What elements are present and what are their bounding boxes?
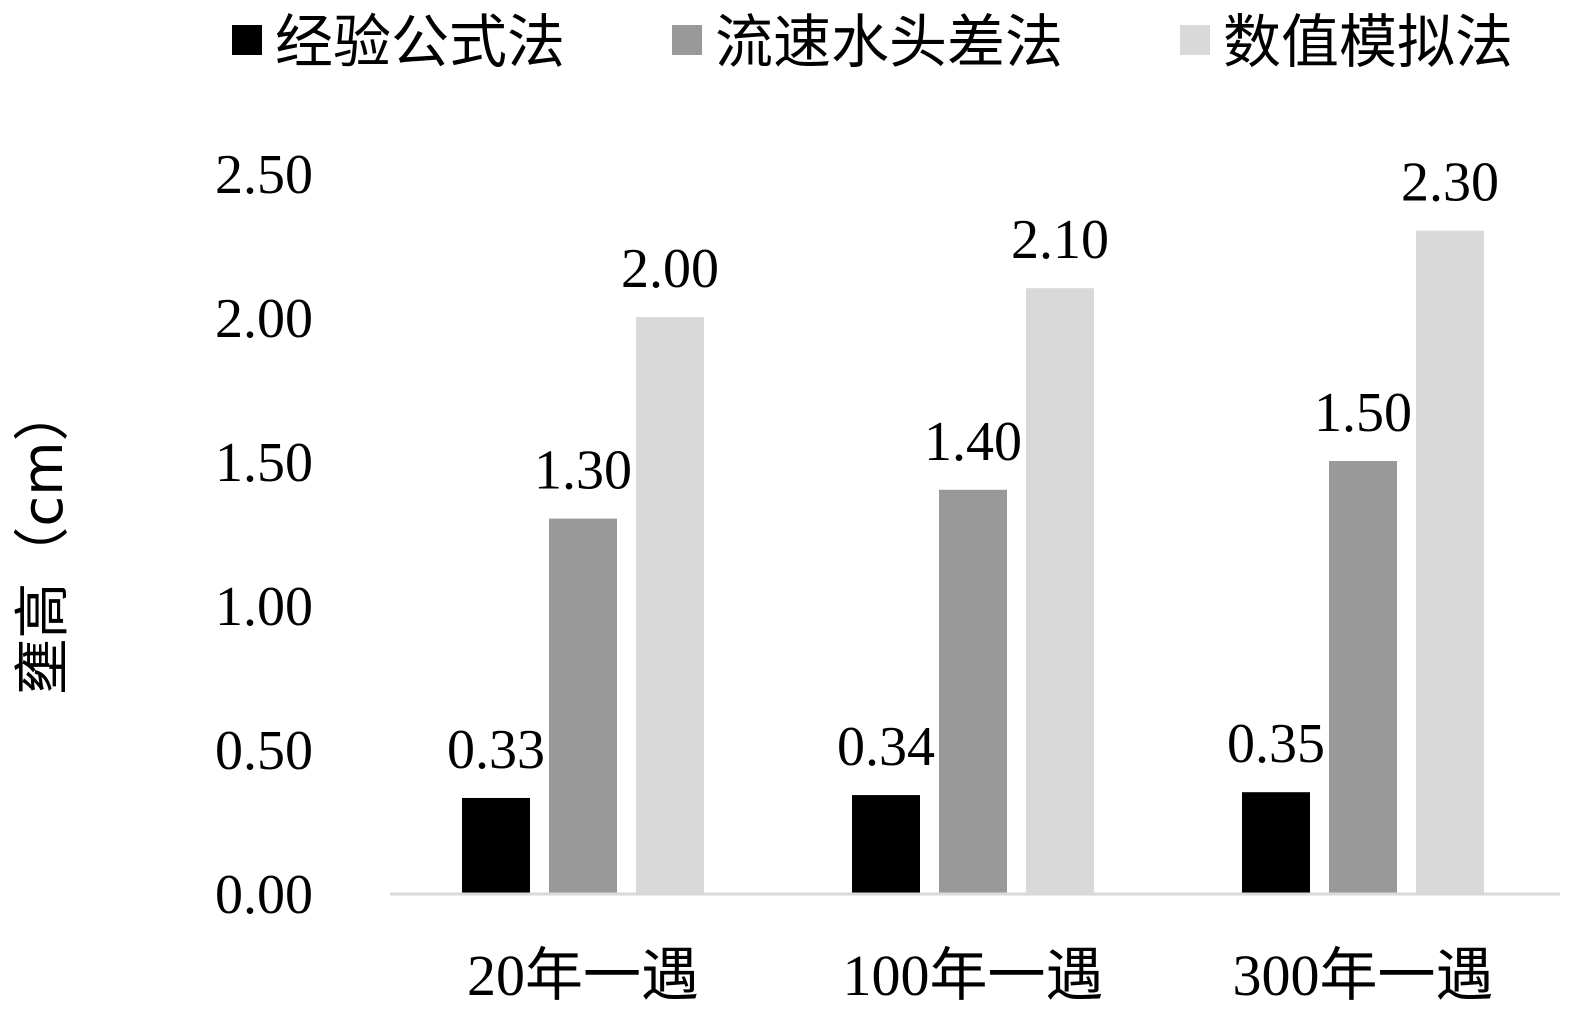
data-label: 1.30 [534, 440, 632, 502]
y-axis-ticks: 0.00 0.50 1.00 1.50 2.00 2.50 [215, 144, 313, 926]
y-tick-label: 2.00 [215, 288, 313, 350]
bar-2-3 [1329, 461, 1397, 893]
x-category-label: 300年一遇 [1232, 943, 1493, 1008]
bar-3-2 [1026, 288, 1094, 893]
y-tick-label: 0.50 [215, 720, 313, 782]
bar-2-2 [939, 489, 1007, 893]
y-axis-label: 壅高（cm） [11, 385, 76, 694]
bar-2-1 [549, 518, 617, 893]
legend-label-2: 流速水头差法 [715, 8, 1063, 76]
y-tick-label: 1.50 [215, 432, 313, 494]
data-label: 0.33 [447, 719, 545, 781]
legend: 经验公式法 流速水头差法 数值模拟法 [232, 8, 1513, 76]
legend-label-1: 经验公式法 [275, 8, 565, 76]
bar-1-2 [852, 795, 920, 893]
x-category-label: 20年一遇 [467, 943, 699, 1008]
data-label: 1.50 [1314, 382, 1412, 444]
bar-1-3 [1242, 792, 1310, 893]
data-label: 0.34 [837, 716, 935, 778]
bar-3-3 [1416, 230, 1484, 894]
legend-swatch-2 [672, 25, 702, 55]
y-tick-label: 1.00 [215, 576, 313, 638]
data-label: 2.00 [621, 238, 719, 300]
legend-label-3: 数值模拟法 [1223, 8, 1513, 76]
x-category-label: 100年一遇 [842, 943, 1103, 1008]
y-tick-label: 2.50 [215, 144, 313, 206]
data-label: 2.30 [1401, 152, 1499, 214]
data-label: 2.10 [1011, 209, 1109, 271]
bar-1-1 [462, 797, 530, 893]
bar-3-1 [636, 317, 704, 893]
data-label: 0.35 [1227, 713, 1325, 775]
legend-swatch-3 [1180, 25, 1210, 55]
data-label: 1.40 [924, 411, 1022, 473]
legend-swatch-1 [232, 25, 262, 55]
y-tick-label: 0.00 [215, 864, 313, 926]
x-axis-categories: 20年一遇 100年一遇 300年一遇 [467, 943, 1494, 1008]
y-axis-label-group: 壅高（cm） [11, 385, 76, 694]
data-labels: 0.33 1.30 2.00 0.34 1.40 2.10 0.35 1.50 2.30 [447, 152, 1499, 781]
bars [462, 230, 1484, 894]
